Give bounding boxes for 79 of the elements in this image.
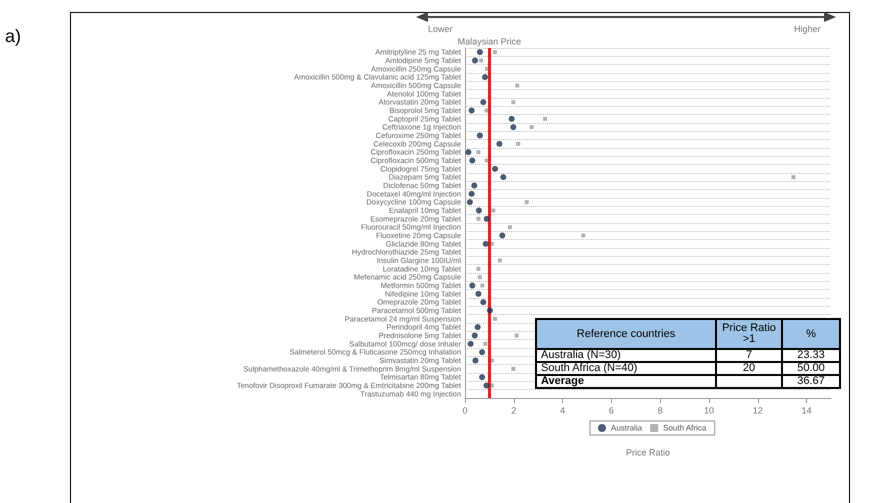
- point: [465, 149, 472, 156]
- point: [476, 216, 480, 221]
- point: [476, 49, 483, 56]
- point: [475, 290, 482, 297]
- annotation: 7: [716, 349, 782, 362]
- point: [479, 374, 486, 380]
- point: [499, 232, 506, 238]
- point: [581, 234, 586, 238]
- point: [469, 158, 476, 164]
- x-tick-label: 6: [608, 406, 614, 416]
- annotation: Australia (N=30): [536, 349, 716, 362]
- x-tick-label: 14: [802, 406, 812, 416]
- point: [482, 240, 489, 247]
- annotation: 20: [716, 362, 782, 375]
- x-tick-label: 12: [752, 406, 763, 416]
- point: [493, 316, 498, 321]
- x-tick-label: 8: [658, 406, 663, 416]
- point: [510, 124, 516, 130]
- point: [471, 182, 478, 188]
- point: [474, 324, 481, 330]
- point: [480, 284, 484, 288]
- point: [476, 266, 480, 271]
- point: [498, 258, 502, 262]
- text: Lower: [428, 24, 453, 34]
- annotation: %: [782, 319, 840, 349]
- point: [524, 200, 529, 204]
- annotation: 23.33: [782, 349, 840, 362]
- annotation: 50.00: [782, 362, 840, 375]
- point: [483, 342, 488, 346]
- point: [514, 334, 519, 338]
- point: [483, 382, 490, 388]
- point: [478, 275, 482, 280]
- point: [493, 50, 498, 54]
- point: [500, 174, 506, 180]
- point: [515, 84, 520, 88]
- point: [468, 108, 475, 114]
- legend-label: South Africa: [663, 424, 707, 432]
- point: [530, 125, 534, 130]
- point: [472, 358, 478, 364]
- point: [511, 366, 516, 371]
- point: [466, 199, 473, 206]
- point: [476, 208, 482, 214]
- x-tick-label: 4: [560, 406, 566, 416]
- point: [484, 216, 490, 222]
- text: a): [5, 26, 22, 47]
- point: [480, 99, 486, 106]
- x-tick-label: 0: [462, 406, 468, 416]
- point: [491, 208, 496, 212]
- point: [496, 140, 502, 147]
- point: [472, 332, 478, 338]
- point: [476, 150, 480, 154]
- point: [543, 116, 548, 121]
- point: [492, 166, 498, 172]
- point: [516, 142, 520, 146]
- point: [479, 349, 486, 356]
- point: [476, 132, 483, 138]
- point: [482, 74, 488, 80]
- ref-line-label: Malaysian Price: [458, 36, 522, 46]
- x-tick-label: 10: [704, 406, 714, 416]
- x-axis-title: Price Ratio: [626, 448, 670, 458]
- point: [791, 175, 796, 180]
- point: [480, 299, 486, 306]
- point: [508, 225, 512, 230]
- point: [468, 190, 475, 197]
- annotation: Average: [536, 375, 716, 388]
- point: [486, 308, 493, 314]
- annotation: Reference countries: [536, 319, 716, 349]
- annotation: South Africa (N=40): [536, 362, 716, 375]
- point: [468, 340, 474, 347]
- point: [508, 116, 515, 122]
- point: [511, 100, 516, 104]
- point: [472, 58, 478, 64]
- point: [469, 282, 476, 288]
- annotation: 36.67: [782, 375, 840, 388]
- legend-label: Australia: [611, 424, 643, 432]
- annotation: Price Ratio >1: [716, 319, 782, 349]
- point: [479, 58, 484, 62]
- text: Higher: [794, 24, 821, 34]
- x-tick-label: 2: [511, 406, 516, 416]
